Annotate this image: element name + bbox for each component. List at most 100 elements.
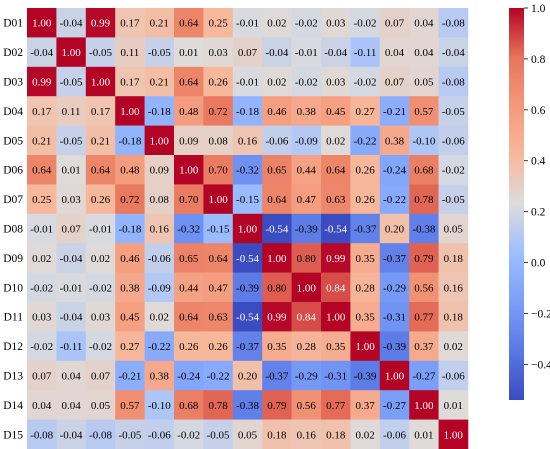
- y-tick-label: D15: [3, 429, 23, 441]
- heatmap-cell: [291, 155, 322, 185]
- heatmap-cell: [321, 419, 351, 449]
- cell-value-label: -0.31: [324, 371, 347, 383]
- cell-value-label: 0.21: [150, 18, 169, 30]
- heatmap-cell: [144, 272, 175, 303]
- heatmap-cell: [115, 155, 145, 185]
- heatmap-cell: [174, 331, 204, 362]
- cell-value-label: -0.29: [383, 282, 406, 294]
- heatmap-cell: [115, 37, 145, 68]
- heatmap-cell: [203, 8, 234, 38]
- cell-value-label: 0.37: [355, 400, 375, 412]
- cell-value-label: 0.05: [444, 224, 464, 236]
- heatmap-cell: [174, 419, 204, 449]
- heatmap-cell: [85, 390, 116, 420]
- colorbar-tick-label: 0.4: [531, 156, 546, 168]
- cell-value-label: -0.39: [236, 282, 259, 294]
- heatmap-cell: [350, 419, 381, 449]
- heatmap-cell: [174, 390, 204, 420]
- cell-value-label: 0.35: [355, 312, 375, 324]
- cell-value-label: -0.06: [265, 135, 288, 147]
- heatmap-cell: [262, 96, 292, 126]
- heatmap-cell: [56, 243, 87, 273]
- heatmap-cell: [232, 155, 263, 185]
- heatmap-cell: [56, 302, 87, 332]
- y-tick-label: D09: [3, 253, 23, 265]
- heatmap-cell: [350, 360, 381, 391]
- y-tick-label: D05: [3, 135, 23, 147]
- colorbar-tick-label: 0.0: [531, 258, 546, 270]
- heatmap-cell: [203, 96, 234, 126]
- cell-value-label: 0.56: [297, 400, 317, 412]
- cell-value-label: 0.38: [297, 106, 317, 118]
- heatmap-cell: [85, 96, 116, 126]
- cell-value-label: 0.02: [444, 341, 463, 353]
- cell-value-label: 0.18: [444, 253, 464, 265]
- cell-value-label: -0.05: [118, 429, 141, 441]
- heatmap-cell: [174, 360, 204, 391]
- cell-value-label: -0.01: [60, 282, 83, 294]
- heatmap-cell: [85, 8, 116, 38]
- cell-value-label: 0.20: [238, 371, 258, 383]
- heatmap-cell: [262, 360, 292, 391]
- heatmap-cell: [409, 155, 439, 185]
- y-tick-label: D07: [3, 194, 23, 206]
- heatmap-cell: [291, 213, 322, 244]
- cell-value-label: 0.03: [208, 47, 228, 59]
- heatmap-cell: [174, 213, 204, 244]
- heatmap-cell: [203, 184, 234, 215]
- heatmap-cell: [379, 390, 410, 420]
- cell-value-label: 0.65: [179, 253, 199, 265]
- cell-value-label: -0.08: [442, 18, 465, 30]
- y-tick-label: D11: [4, 312, 24, 324]
- cell-value-label: 0.17: [32, 106, 52, 118]
- heatmap-cell: [321, 155, 351, 185]
- heatmap-cell: [321, 360, 351, 391]
- heatmap-cell: [115, 66, 145, 97]
- cell-value-label: 0.03: [326, 77, 346, 89]
- cell-value-label: -0.37: [354, 224, 377, 236]
- cell-value-label: 0.17: [120, 18, 140, 30]
- cell-value-label: 0.84: [326, 282, 346, 294]
- heatmap-cell: [203, 66, 234, 97]
- cell-value-label: 1.00: [61, 47, 81, 59]
- cell-value-label: 0.47: [297, 194, 317, 206]
- heatmap-cell: [409, 419, 439, 449]
- cell-value-label: 0.21: [32, 135, 51, 147]
- cell-value-label: -0.24: [177, 371, 200, 383]
- heatmap-cell: [350, 302, 381, 332]
- y-tick-label: D13: [3, 371, 23, 383]
- heatmap-cell: [409, 302, 439, 332]
- heatmap-cell: [291, 66, 322, 97]
- cell-value-label: 0.56: [414, 282, 434, 294]
- cell-value-label: 0.25: [32, 194, 52, 206]
- cell-value-label: 0.78: [414, 194, 434, 206]
- heatmap-cell: [321, 213, 351, 244]
- heatmap-cell: [350, 125, 381, 156]
- heatmap-cell: [144, 243, 175, 273]
- heatmap-cell: [350, 96, 381, 126]
- heatmap-cell: [56, 155, 87, 185]
- heatmap-cell: [291, 390, 322, 420]
- cell-value-label: 0.70: [179, 194, 199, 206]
- heatmap-cell: [438, 37, 469, 68]
- heatmap-cell: [174, 125, 204, 156]
- cell-value-label: -0.02: [295, 18, 318, 30]
- cell-value-label: 1.00: [297, 282, 317, 294]
- cell-value-label: 0.28: [355, 282, 375, 294]
- cell-value-label: 0.16: [238, 135, 258, 147]
- cell-value-label: 0.44: [297, 165, 317, 177]
- cell-value-label: -0.09: [295, 135, 318, 147]
- cell-value-label: 0.07: [32, 371, 52, 383]
- heatmap-cell: [409, 125, 439, 156]
- heatmap-cell: [115, 360, 145, 391]
- cell-value-label: -0.37: [265, 371, 288, 383]
- heatmap-cell: [27, 213, 57, 244]
- heatmap-cell: [56, 272, 87, 303]
- heatmap-cell: [85, 66, 116, 97]
- heatmap-cell: [262, 37, 292, 68]
- cell-value-label: -0.05: [207, 429, 230, 441]
- heatmap-cell: [291, 96, 322, 126]
- heatmap-cell: [232, 272, 263, 303]
- cell-value-label: 0.79: [267, 400, 287, 412]
- cell-value-label: 0.18: [267, 429, 287, 441]
